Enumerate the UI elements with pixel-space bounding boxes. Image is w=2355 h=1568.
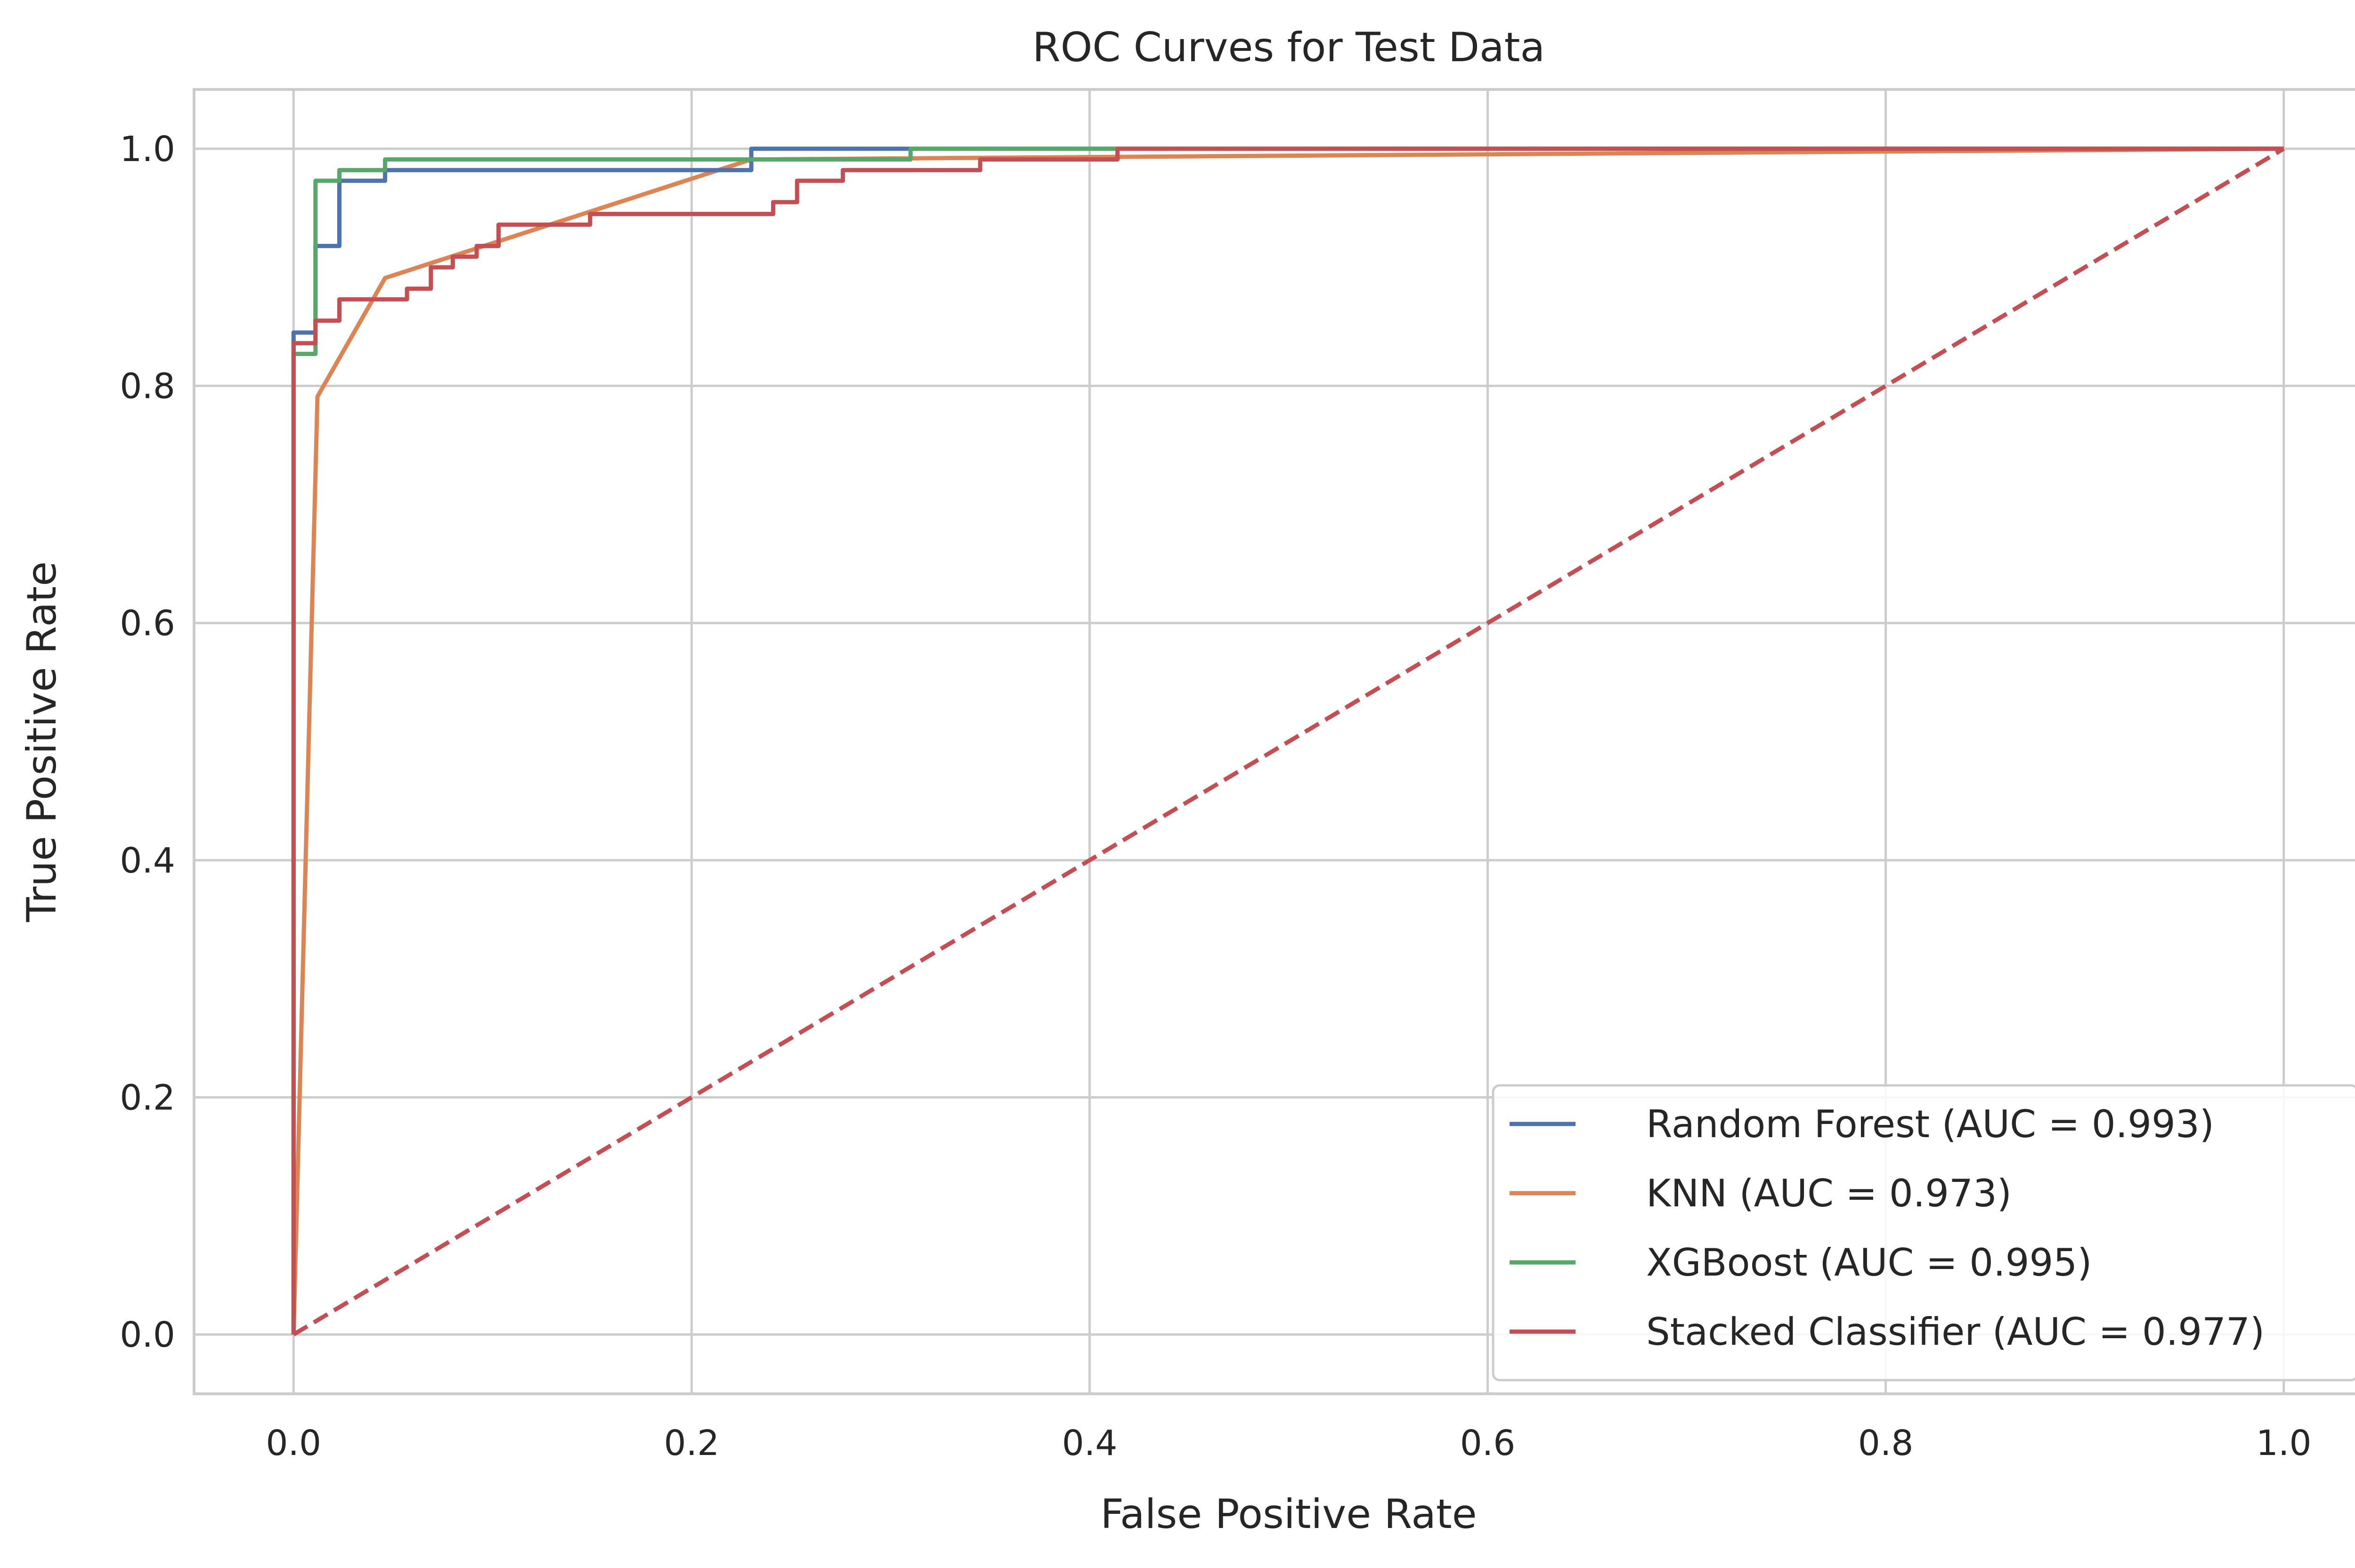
chance-diagonal-line (292, 147, 2285, 1336)
x-tick-label: 0.8 (1858, 1423, 1914, 1463)
legend-entry-label: XGBoost (AUC = 0.995) (1646, 1241, 2092, 1285)
x-axis-label: False Positive Rate (1100, 1491, 1477, 1538)
x-tick-label: 0.2 (664, 1423, 720, 1463)
legend-entry-label: Random Forest (AUC = 0.993) (1646, 1102, 2214, 1146)
legend: Random Forest (AUC = 0.993) KNN (AUC = 0.… (1492, 1084, 2355, 1382)
x-tick-label: 1.0 (2256, 1423, 2312, 1463)
x-tick-label: 0.0 (266, 1423, 321, 1463)
plot-frame (193, 88, 2355, 1395)
roc-series-line (291, 146, 2284, 1335)
y-axis-label: True Positive Rate (18, 561, 65, 922)
chart-title: ROC Curves for Test Data (1032, 24, 1545, 71)
roc-series-line (291, 146, 2284, 1335)
tick-layer: 0.0 0.2 0.4 0.6 0.8 1.0 0.0 0.2 0.4 0.6 0.8 1.0 (120, 129, 2311, 1463)
x-tick-label: 0.6 (1460, 1423, 1516, 1463)
y-tick-label: 0.8 (120, 366, 175, 407)
series-layer (291, 146, 2285, 1336)
legend-entry-label: Stacked Classifier (AUC = 0.977) (1646, 1310, 2265, 1354)
x-tick-label: 0.4 (1062, 1423, 1118, 1463)
y-tick-label: 1.0 (120, 129, 175, 170)
y-tick-label: 0.0 (120, 1315, 175, 1355)
y-tick-label: 0.2 (120, 1077, 175, 1118)
roc-series-line (291, 146, 2284, 1335)
legend-box (1492, 1084, 2355, 1382)
roc-series-line (291, 146, 2284, 1335)
legend-entry-label: KNN (AUC = 0.973) (1646, 1172, 2012, 1215)
y-tick-label: 0.6 (120, 603, 175, 644)
y-tick-label: 0.4 (120, 841, 175, 881)
